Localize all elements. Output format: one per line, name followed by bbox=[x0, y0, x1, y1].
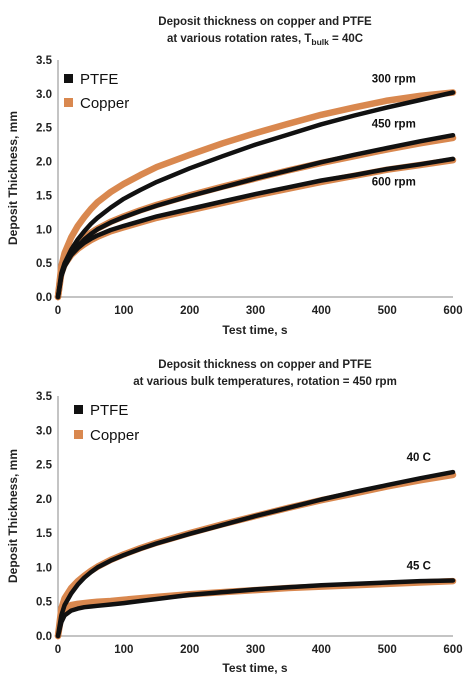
chart-2-x-tick-label: 0 bbox=[55, 644, 61, 656]
chart-2-legend-ptfe-swatch bbox=[74, 405, 83, 414]
chart-1-x-tick-label: 0 bbox=[55, 305, 61, 317]
chart-2-x-tick-label: 300 bbox=[246, 644, 265, 656]
chart-2-title-line2: at various bulk temperatures, rotation =… bbox=[133, 376, 397, 388]
chart-2-series-ptfe-40-c bbox=[55, 469, 456, 639]
chart-2-legend-copper: Copper bbox=[90, 427, 139, 444]
chart-1-x-tick-label: 100 bbox=[114, 305, 133, 317]
chart-1-legend-ptfe-swatch bbox=[64, 74, 73, 83]
chart-1: Deposit thickness on copper and PTFE at … bbox=[6, 16, 463, 337]
chart-1-legend-copper: Copper bbox=[80, 95, 129, 112]
chart-2-y-label: Deposit Thickness, mm bbox=[6, 449, 20, 583]
chart-1-y-tick-label: 0.0 bbox=[36, 292, 52, 304]
chart-2-y-tick-label: 0.5 bbox=[36, 597, 53, 609]
chart-1-title: Deposit thickness on copper and PTFE bbox=[158, 16, 372, 28]
chart-1-x-tick-label: 400 bbox=[312, 305, 331, 317]
chart-2-annotation: 40 C bbox=[407, 452, 431, 464]
chart-1-y-tick-label: 3.0 bbox=[36, 89, 52, 101]
chart-1-y-tick-label: 3.5 bbox=[36, 55, 53, 67]
chart-2-annotation: 45 C bbox=[407, 560, 431, 572]
chart-1-series-copper-300-rpm bbox=[54, 89, 457, 301]
chart-1-y-tick-label: 0.5 bbox=[36, 258, 53, 270]
chart-1-annotation: 450 rpm bbox=[372, 119, 416, 131]
chart-1-x-label: Test time, s bbox=[222, 323, 287, 337]
chart-2-y-tick-label: 3.5 bbox=[36, 391, 53, 403]
chart-2-x-tick-label: 500 bbox=[378, 644, 397, 656]
chart-1-series-ptfe-300-rpm bbox=[55, 90, 456, 300]
chart-2-x-tick-label: 100 bbox=[114, 644, 133, 656]
chart-2-y-tick-label: 2.5 bbox=[36, 460, 53, 472]
chart-1-legend: PTFE Copper bbox=[64, 71, 129, 112]
chart-1-x-tick-label: 300 bbox=[246, 305, 265, 317]
chart-2-x-label: Test time, s bbox=[222, 661, 287, 675]
chart-2-x-tick-label: 400 bbox=[312, 644, 331, 656]
chart-2-y-tick-label: 0.0 bbox=[36, 631, 52, 643]
chart-2-y-tick-label: 1.5 bbox=[36, 528, 53, 540]
chart-2-y-tick-label: 2.0 bbox=[36, 494, 52, 506]
chart-2-legend-copper-swatch bbox=[74, 430, 83, 439]
chart-1-x-tick-label: 600 bbox=[443, 305, 462, 317]
chart-1-y-tick-label: 2.0 bbox=[36, 157, 52, 169]
chart-1-y-tick-label: 1.0 bbox=[36, 224, 52, 236]
chart-2-y-tick-label: 3.0 bbox=[36, 425, 52, 437]
chart-1-x-tick-label: 500 bbox=[378, 305, 397, 317]
chart-1-legend-ptfe: PTFE bbox=[80, 71, 118, 88]
chart-1-y-label: Deposit Thickness, mm bbox=[6, 111, 20, 245]
chart-2-legend-ptfe: PTFE bbox=[90, 402, 128, 419]
chart-1-y-tick-label: 1.5 bbox=[36, 190, 53, 202]
chart-2: Deposit thickness on copper and PTFE at … bbox=[6, 359, 463, 675]
chart-2-x-tick-label: 200 bbox=[180, 644, 199, 656]
chart-2-y-tick-label: 1.0 bbox=[36, 562, 52, 574]
chart-1-annotation: 600 rpm bbox=[372, 176, 416, 188]
chart-2-title: Deposit thickness on copper and PTFE bbox=[158, 359, 372, 371]
chart-1-annotation: 300 rpm bbox=[372, 73, 416, 85]
chart-1-y-tick-label: 2.5 bbox=[36, 123, 53, 135]
chart-1-x-tick-label: 200 bbox=[180, 305, 199, 317]
chart-1-series-ptfe-600-rpm bbox=[55, 156, 456, 300]
chart-2-legend: PTFE Copper bbox=[74, 402, 139, 444]
chart-2-x-tick-label: 600 bbox=[443, 644, 462, 656]
chart-1-legend-copper-swatch bbox=[64, 98, 73, 107]
chart-2-series-ptfe-45-c bbox=[55, 578, 456, 639]
chart-1-title-line2: at various rotation rates, Tbulk = 40C bbox=[167, 33, 363, 47]
